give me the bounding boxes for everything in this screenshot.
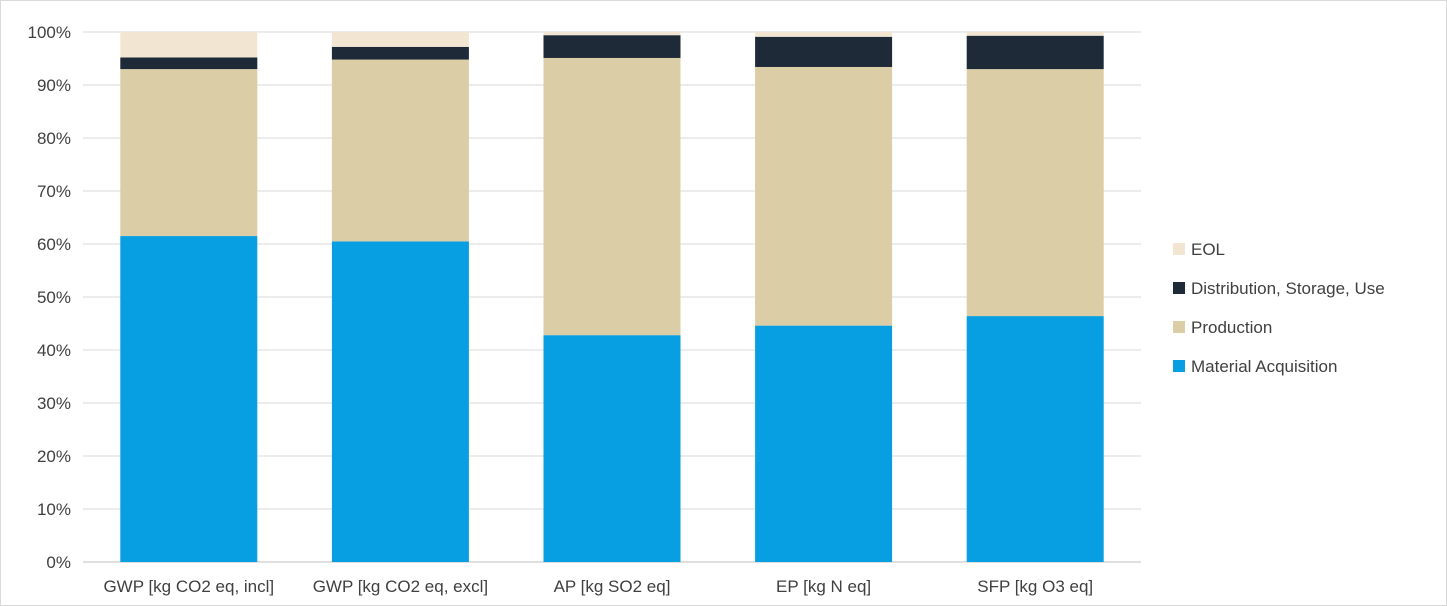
bar-segment xyxy=(755,36,893,67)
legend-swatch xyxy=(1173,243,1185,255)
bar-segment xyxy=(120,57,258,70)
bars xyxy=(120,32,1104,563)
bar-segment xyxy=(966,316,1104,562)
y-tick-label: 60% xyxy=(37,235,71,254)
bar-segment xyxy=(331,241,469,562)
legend-swatch xyxy=(1173,360,1185,372)
y-tick-label: 20% xyxy=(37,447,71,466)
bar-segment xyxy=(755,66,893,326)
legend-item: Production xyxy=(1173,318,1272,337)
bar-segment xyxy=(543,335,681,562)
bar-segment xyxy=(543,35,681,58)
legend-label: Material Acquisition xyxy=(1191,357,1337,376)
bar-segment xyxy=(966,32,1104,36)
bar-segment xyxy=(331,59,469,242)
y-axis: 0% 10% 20% 30% 40% 50% 60% 70% 80% 90% 100% xyxy=(28,23,71,572)
y-tick-label: 90% xyxy=(37,76,71,95)
y-tick-label: 30% xyxy=(37,394,71,413)
legend-label: Production xyxy=(1191,318,1272,337)
legend-item: EOL xyxy=(1173,240,1225,259)
bar-segment xyxy=(966,69,1104,317)
bar-segment xyxy=(755,32,893,37)
bar-segment xyxy=(543,57,681,336)
y-tick-label: 40% xyxy=(37,341,71,360)
x-tick-label: EP [kg N eq] xyxy=(776,577,871,596)
legend: EOL Distribution, Storage, Use Production M… xyxy=(1173,240,1385,376)
bar-segment xyxy=(966,35,1104,70)
bar-segment xyxy=(755,325,893,562)
x-tick-label: GWP [kg CO2 eq, incl] xyxy=(103,577,274,596)
bar-segment xyxy=(120,32,258,58)
y-tick-label: 80% xyxy=(37,129,71,148)
y-tick-label: 50% xyxy=(37,288,71,307)
x-tick-label: AP [kg SO2 eq] xyxy=(554,577,671,596)
legend-item: Distribution, Storage, Use xyxy=(1173,279,1385,298)
y-tick-label: 10% xyxy=(37,500,71,519)
x-tick-label: GWP [kg CO2 eq, excl] xyxy=(313,577,488,596)
legend-item: Material Acquisition xyxy=(1173,357,1337,376)
bar-segment xyxy=(120,236,258,563)
y-tick-label: 0% xyxy=(46,553,71,572)
x-axis: GWP [kg CO2 eq, incl] GWP [kg CO2 eq, exc… xyxy=(103,577,1093,596)
legend-swatch xyxy=(1173,321,1185,333)
y-tick-label: 70% xyxy=(37,182,71,201)
x-tick-label: SFP [kg O3 eq] xyxy=(977,577,1093,596)
legend-swatch xyxy=(1173,282,1185,294)
legend-label: EOL xyxy=(1191,240,1225,259)
bar-segment xyxy=(331,46,469,60)
y-tick-label: 100% xyxy=(28,23,71,42)
legend-label: Distribution, Storage, Use xyxy=(1191,279,1385,298)
bar-segment xyxy=(543,32,681,36)
bar-segment xyxy=(120,69,258,237)
bar-segment xyxy=(331,32,469,47)
